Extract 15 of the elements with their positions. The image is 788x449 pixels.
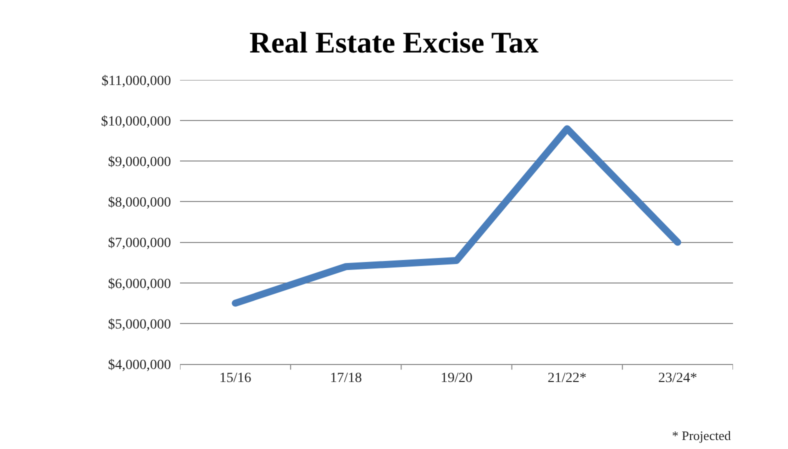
y-tick-label: $8,000,000 [108,196,171,211]
x-tick-label: 19/20 [440,370,472,386]
text: * Projected [672,428,732,443]
x-tick-label: 15/16 [219,370,252,386]
x-tick-label: 23/24* [658,370,698,386]
y-tick-label: $7,000,000 [108,236,171,252]
y-tick-label: $4,000,000 [108,358,171,373]
y-tick-label: $11,000,000 [102,74,171,89]
x-tick-label: 17/18 [330,370,362,386]
y-tick-label: $10,000,000 [101,114,171,130]
x-tick-label: 21/22* [548,370,587,386]
chart-title: Real Estate Excise Tax [249,26,539,60]
y-tick-label: $5,000,000 [108,317,171,332]
y-tick-label: $6,000,000 [108,276,171,292]
y-tick-label: $9,000,000 [108,155,171,170]
